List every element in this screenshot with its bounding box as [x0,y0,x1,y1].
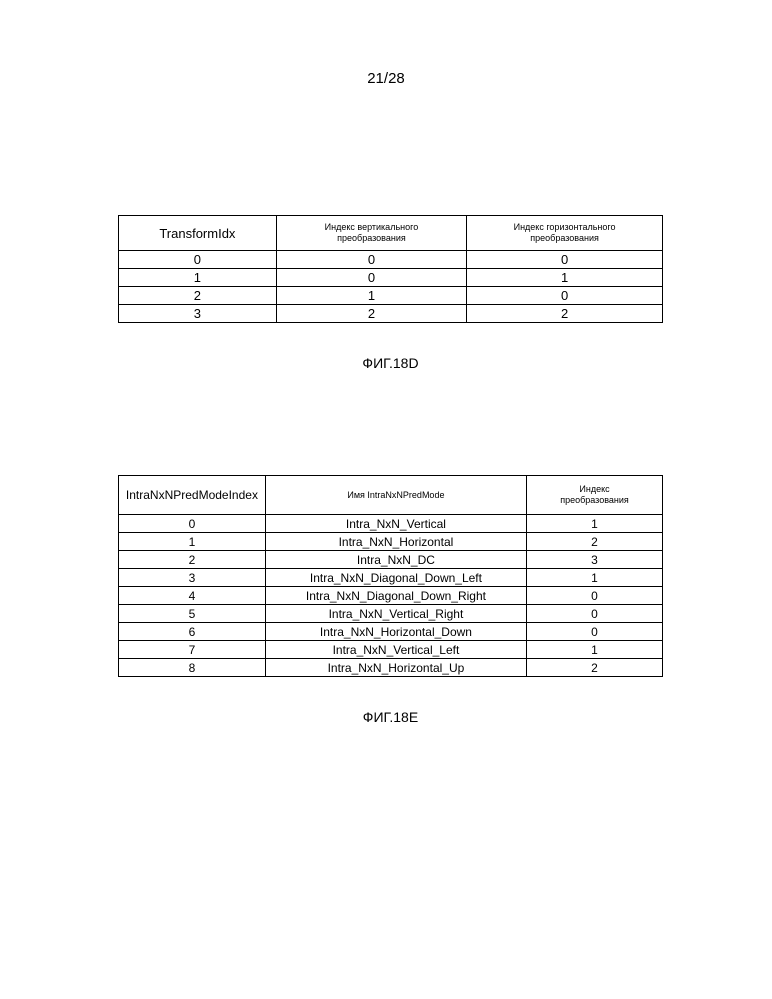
page-number: 21/28 [0,70,772,87]
cell: Intra_NxN_Horizontal [265,533,526,551]
table-row: 2 1 0 [119,287,663,305]
cell: 2 [467,305,663,323]
cell: 0 [526,587,662,605]
table-row: 8 Intra_NxN_Horizontal_Up 2 [119,659,663,677]
table-18d-wrap: TransformIdx Индекс вертикальногопреобра… [118,215,663,371]
table-row: TransformIdx Индекс вертикальногопреобра… [119,216,663,251]
cell: 3 [119,305,277,323]
table-row: 4 Intra_NxN_Diagonal_Down_Right 0 [119,587,663,605]
cell: 5 [119,605,266,623]
table-row: 6 Intra_NxN_Horizontal_Down 0 [119,623,663,641]
cell: 8 [119,659,266,677]
table-row: IntraNxNPredModeIndex Имя IntraNxNPredMo… [119,476,663,515]
cell: 2 [119,551,266,569]
cell: Intra_NxN_Diagonal_Down_Left [265,569,526,587]
cell: 1 [526,569,662,587]
table-row: 5 Intra_NxN_Vertical_Right 0 [119,605,663,623]
cell: 0 [276,269,466,287]
cell: 7 [119,641,266,659]
col-header-transformidx: TransformIdx [119,216,277,251]
table-18d: TransformIdx Индекс вертикальногопреобра… [118,215,663,323]
cell: Intra_NxN_Diagonal_Down_Right [265,587,526,605]
figure-caption-18d: ФИГ.18D [118,355,663,371]
cell: Intra_NxN_Horizontal_Down [265,623,526,641]
cell: 0 [119,251,277,269]
cell: 0 [526,623,662,641]
table-row: 1 Intra_NxN_Horizontal 2 [119,533,663,551]
cell: 2 [526,533,662,551]
cell: 1 [119,269,277,287]
table-18e-wrap: IntraNxNPredModeIndex Имя IntraNxNPredMo… [118,475,663,725]
cell: 0 [526,605,662,623]
table-row: 7 Intra_NxN_Vertical_Left 1 [119,641,663,659]
cell: 1 [276,287,466,305]
cell: Intra_NxN_Vertical_Left [265,641,526,659]
cell: 3 [119,569,266,587]
col-header-predmode-index: IntraNxNPredModeIndex [119,476,266,515]
cell: Intra_NxN_DC [265,551,526,569]
table-18e: IntraNxNPredModeIndex Имя IntraNxNPredMo… [118,475,663,677]
figure-caption-18e: ФИГ.18E [118,709,663,725]
col-header-horizontal-index: Индекс горизонтальногопреобразования [467,216,663,251]
cell: Intra_NxN_Vertical_Right [265,605,526,623]
cell: 0 [276,251,466,269]
table-row: 1 0 1 [119,269,663,287]
col-header-vertical-index: Индекс вертикальногопреобразования [276,216,466,251]
cell: 1 [526,641,662,659]
cell: 1 [526,515,662,533]
cell: 0 [467,251,663,269]
table-row: 0 0 0 [119,251,663,269]
cell: 6 [119,623,266,641]
col-header-predmode-name: Имя IntraNxNPredMode [265,476,526,515]
cell: 2 [119,287,277,305]
table-row: 3 2 2 [119,305,663,323]
cell: 1 [119,533,266,551]
cell: 2 [526,659,662,677]
table-row: 2 Intra_NxN_DC 3 [119,551,663,569]
col-header-transform-index: Индекспреобразования [526,476,662,515]
cell: Intra_NxN_Vertical [265,515,526,533]
cell: 4 [119,587,266,605]
table-row: 3 Intra_NxN_Diagonal_Down_Left 1 [119,569,663,587]
cell: 0 [467,287,663,305]
cell: 1 [467,269,663,287]
cell: Intra_NxN_Horizontal_Up [265,659,526,677]
cell: 3 [526,551,662,569]
cell: 0 [119,515,266,533]
cell: 2 [276,305,466,323]
table-row: 0 Intra_NxN_Vertical 1 [119,515,663,533]
